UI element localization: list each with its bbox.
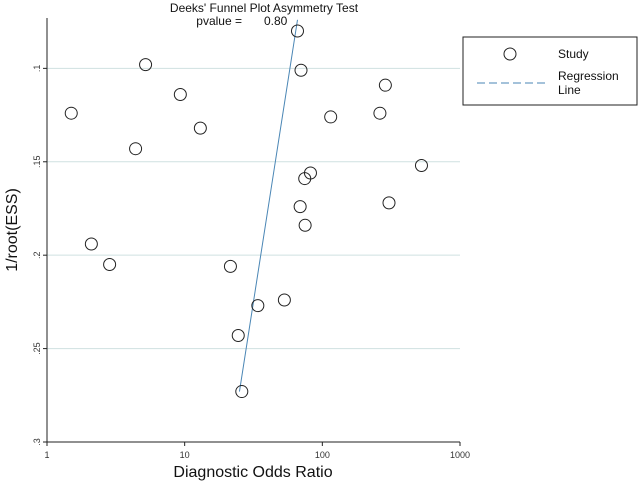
y-tick-label: .25 (32, 342, 42, 355)
study-point (378, 78, 392, 92)
x-tick-label: 100 (315, 450, 330, 460)
legend-regression-label-line2: Line (558, 83, 581, 97)
study-point (293, 200, 307, 214)
y-tick-label: .15 (32, 156, 42, 169)
study-point (298, 218, 312, 232)
study-point (139, 58, 153, 72)
study-point (290, 24, 304, 38)
regression-line-group (238, 19, 298, 392)
x-tick-label: 1000 (450, 450, 470, 460)
study-point (382, 196, 396, 210)
legend-study-marker (503, 47, 517, 61)
study-point (251, 299, 265, 313)
y-tick-label: .3 (32, 438, 42, 446)
legend: Study Regression Line (462, 36, 638, 106)
plot-frame (46, 18, 460, 443)
study-point (294, 63, 308, 77)
study-point (173, 88, 187, 102)
y-tick-label: .2 (32, 251, 42, 259)
legend-box (462, 36, 638, 106)
x-ticks: 1 10 100 1000 (44, 442, 470, 460)
y-tick-label: .1 (32, 65, 42, 73)
study-point (277, 293, 291, 307)
study-point (64, 106, 78, 120)
study-point (231, 329, 245, 343)
pvalue-value: 0.80 (264, 14, 288, 28)
x-axis-label: Diagnostic Odds Ratio (173, 464, 332, 481)
study-point (129, 142, 143, 156)
x-tick-label: 10 (180, 450, 190, 460)
study-point (235, 385, 249, 399)
chart-title: Deeks' Funnel Plot Asymmetry Test (170, 1, 359, 15)
study-point (373, 106, 387, 120)
study-points (64, 24, 428, 399)
legend-study-label: Study (558, 47, 589, 61)
x-tick-label: 1 (44, 450, 49, 460)
y-axis-label: 1/root(ESS) (4, 188, 21, 272)
study-point (324, 110, 338, 124)
study-point (103, 258, 117, 272)
study-point (223, 259, 237, 273)
pvalue-label: pvalue = (196, 14, 242, 28)
gridlines (47, 67, 460, 350)
study-point (414, 159, 428, 173)
study-point (193, 121, 207, 135)
y-ticks: .1 .15 .2 .25 .3 (32, 65, 47, 446)
legend-regression-label-line1: Regression (558, 69, 619, 83)
study-point (303, 166, 317, 180)
study-point (84, 237, 98, 251)
regression-line (238, 19, 298, 392)
